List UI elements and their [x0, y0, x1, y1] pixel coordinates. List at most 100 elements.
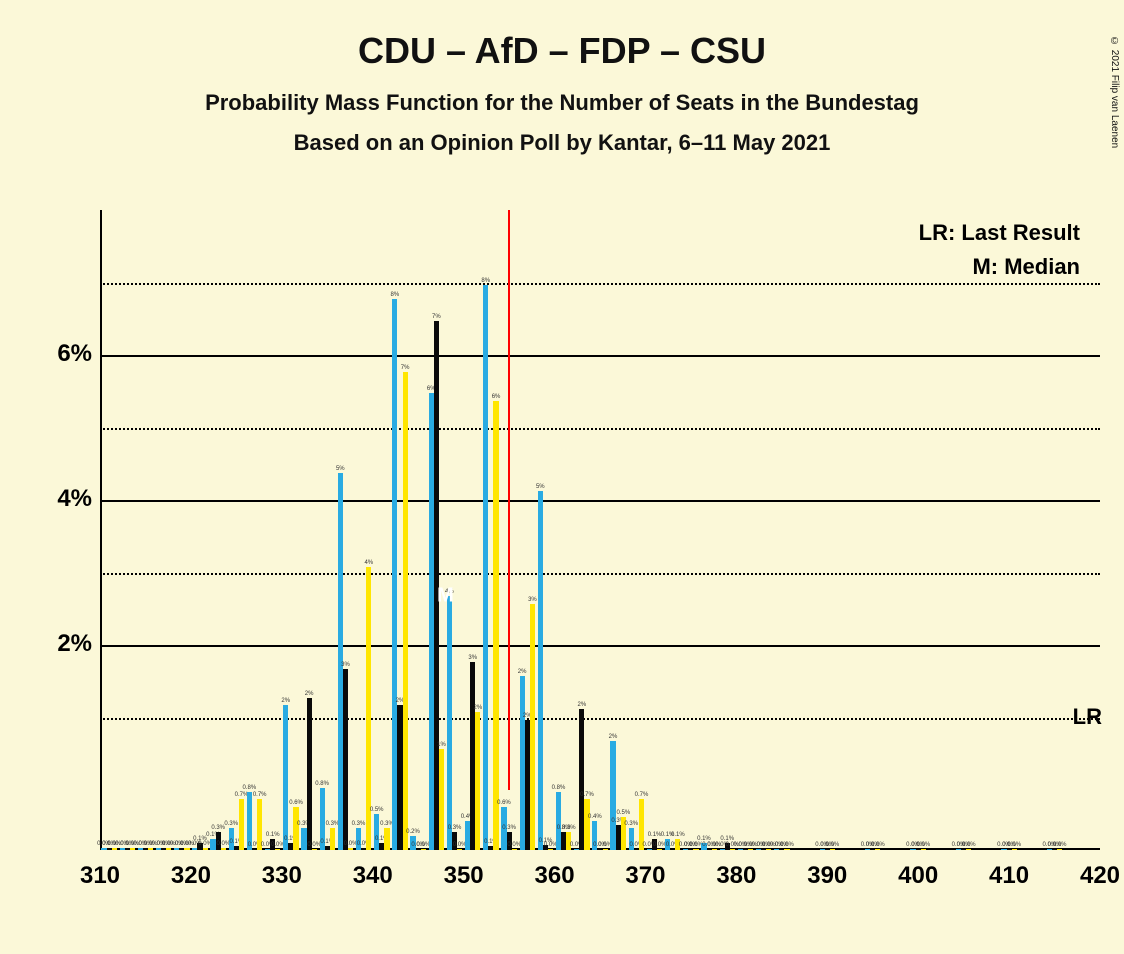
bar-value-label: 0.6%	[497, 800, 511, 806]
bar-blue	[283, 705, 288, 850]
gridline-minor	[100, 283, 1100, 285]
bar-yellow	[221, 848, 226, 850]
bar-yellow	[730, 849, 735, 850]
bar-black	[343, 669, 348, 850]
bar-value-label: 0.3%	[502, 825, 516, 831]
bar-value-label: 0.8%	[315, 781, 329, 787]
x-tick-label: 360	[530, 862, 580, 890]
bar-yellow	[784, 849, 789, 850]
bar-value-label: 8%	[391, 292, 400, 298]
bar-yellow	[203, 848, 208, 850]
bar-value-label: 0.5%	[370, 807, 384, 813]
bar-value-label: 3%	[341, 662, 350, 668]
bar-value-label: 0.7%	[635, 792, 649, 798]
bar-yellow	[657, 849, 662, 850]
bar-yellow	[457, 849, 462, 850]
bar-value-label: 0.0%	[1007, 842, 1021, 848]
bar-value-label: 0.1%	[266, 832, 280, 838]
chart-subtitle-2: Based on an Opinion Poll by Kantar, 6–11…	[0, 130, 1124, 156]
bar-value-label: 0.8%	[552, 785, 566, 791]
chart-subtitle-1: Probability Mass Function for the Number…	[0, 90, 1124, 116]
bar-blue	[483, 285, 488, 851]
bar-value-label: 0.6%	[289, 800, 303, 806]
bar-yellow	[493, 401, 498, 851]
bar-value-label: 3%	[468, 655, 477, 661]
bar-yellow	[112, 848, 117, 850]
bar-value-label: 7%	[401, 365, 410, 371]
legend-m: M: Median	[919, 254, 1080, 280]
bar-yellow	[1012, 849, 1017, 850]
bar-value-label: 0.0%	[962, 842, 976, 848]
bar-yellow	[312, 849, 317, 850]
bar-yellow	[421, 849, 426, 850]
bar-value-label: 2%	[474, 705, 483, 711]
bar-value-label: 0.3%	[211, 825, 225, 831]
bar-yellow	[830, 849, 835, 850]
bar-yellow	[766, 849, 771, 850]
x-tick-label: 390	[802, 862, 852, 890]
bar-yellow	[548, 849, 553, 850]
bar-yellow	[475, 712, 480, 850]
bar-value-label: 3%	[528, 597, 537, 603]
gridline-major	[100, 500, 1100, 502]
legend-lr: LR: Last Result	[919, 220, 1080, 246]
bar-value-label: 0.1%	[671, 832, 685, 838]
bar-value-label: 2%	[305, 691, 314, 697]
bar-value-label: 0.5%	[616, 810, 630, 816]
bar-value-label: 0.2%	[406, 829, 420, 835]
x-tick-label: 420	[1075, 862, 1124, 890]
bar-yellow	[921, 849, 926, 850]
bar-yellow	[1057, 849, 1062, 850]
bar-yellow	[130, 848, 135, 850]
bar-value-label: 0.7%	[580, 792, 594, 798]
bar-value-label: 0.3%	[562, 825, 576, 831]
bar-yellow	[275, 849, 280, 850]
bar-value-label: 1%	[437, 742, 446, 748]
bar-yellow	[966, 849, 971, 850]
bar-value-label: 2%	[518, 669, 527, 675]
bar-value-label: 0.8%	[243, 785, 257, 791]
gridline-major	[100, 645, 1100, 647]
bar-yellow	[166, 848, 171, 850]
bar-value-label: 0.0%	[1053, 842, 1067, 848]
bar-blue	[538, 491, 543, 850]
bar-value-label: 0.3%	[448, 825, 462, 831]
bar-yellow	[293, 807, 298, 851]
bar-value-label: 2%	[281, 698, 290, 704]
bar-value-label: 5%	[336, 466, 345, 472]
x-tick-label: 350	[439, 862, 489, 890]
bar-value-label: 0.1%	[648, 832, 662, 838]
bar-yellow	[584, 799, 589, 850]
x-tick-label: 340	[348, 862, 398, 890]
bar-yellow	[712, 849, 717, 850]
gridline-minor	[100, 428, 1100, 430]
y-axis	[100, 210, 102, 850]
x-tick-label: 370	[620, 862, 670, 890]
y-tick-label: 2%	[42, 630, 92, 658]
bar-value-label: 0.0%	[916, 842, 930, 848]
bar-value-label: 0.0%	[871, 842, 885, 848]
y-tick-label: 4%	[42, 485, 92, 513]
bar-value-label: 0.0%	[780, 842, 794, 848]
bar-value-label: 0.3%	[224, 821, 238, 827]
bar-value-label: 0.0%	[826, 842, 840, 848]
bar-yellow	[148, 848, 153, 850]
bar-value-label: 6%	[492, 394, 501, 400]
bar-value-label: 5%	[536, 484, 545, 490]
gridline-major	[100, 355, 1100, 357]
bar-value-label: 0.7%	[253, 792, 267, 798]
x-tick-label: 320	[166, 862, 216, 890]
bar-yellow	[348, 848, 353, 850]
gridline-minor	[100, 573, 1100, 575]
bar-yellow	[693, 849, 698, 850]
bar-yellow	[239, 799, 244, 850]
bar-yellow	[603, 849, 608, 850]
chart-title: CDU – AfD – FDP – CSU	[0, 30, 1124, 72]
legend: LR: Last Result M: Median	[919, 220, 1080, 288]
bar-yellow	[530, 604, 535, 851]
bar-yellow	[403, 372, 408, 851]
chart-area: LR: Last Result M: Median 2%4%6% 3103203…	[60, 210, 1110, 910]
y-tick-label: 6%	[42, 340, 92, 368]
bar-yellow	[330, 828, 335, 850]
bar-value-label: 8%	[481, 278, 490, 284]
